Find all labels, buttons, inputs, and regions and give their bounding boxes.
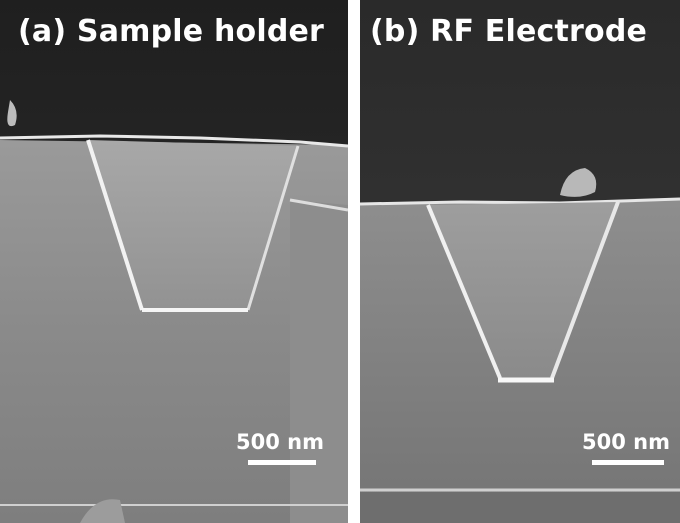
- particle: [560, 168, 597, 197]
- scale-bar-a: [248, 460, 316, 465]
- debris: [7, 100, 17, 127]
- trench-right-wall: [550, 201, 620, 379]
- bottom-layer: [360, 492, 680, 523]
- scale-bar-label-a: 500 nm: [236, 430, 324, 454]
- sem-image-a: [0, 0, 348, 523]
- sem-panel-a: (a) Sample holder 500 nm: [0, 0, 348, 523]
- substrate-right-step: [290, 200, 348, 523]
- step-edge: [289, 198, 348, 212]
- panel-divider: [348, 0, 360, 523]
- bottom-debris: [80, 499, 125, 523]
- sem-panel-b: (b) RF Electrode 500 nm: [360, 0, 680, 523]
- scale-bar-label-b: 500 nm: [582, 430, 670, 454]
- trench-left-wall: [426, 204, 502, 379]
- trench-left-wall: [86, 139, 144, 311]
- scale-bar-b: [592, 460, 664, 465]
- trench: [428, 202, 618, 380]
- trench: [88, 140, 298, 310]
- trench-right-wall: [246, 145, 300, 311]
- sem-image-b: [360, 0, 680, 523]
- panel-label-b: (b) RF Electrode: [370, 14, 648, 49]
- panel-label-a: (a) Sample holder: [18, 14, 325, 49]
- top-surface-edge: [0, 134, 348, 148]
- top-surface-edge: [360, 197, 680, 206]
